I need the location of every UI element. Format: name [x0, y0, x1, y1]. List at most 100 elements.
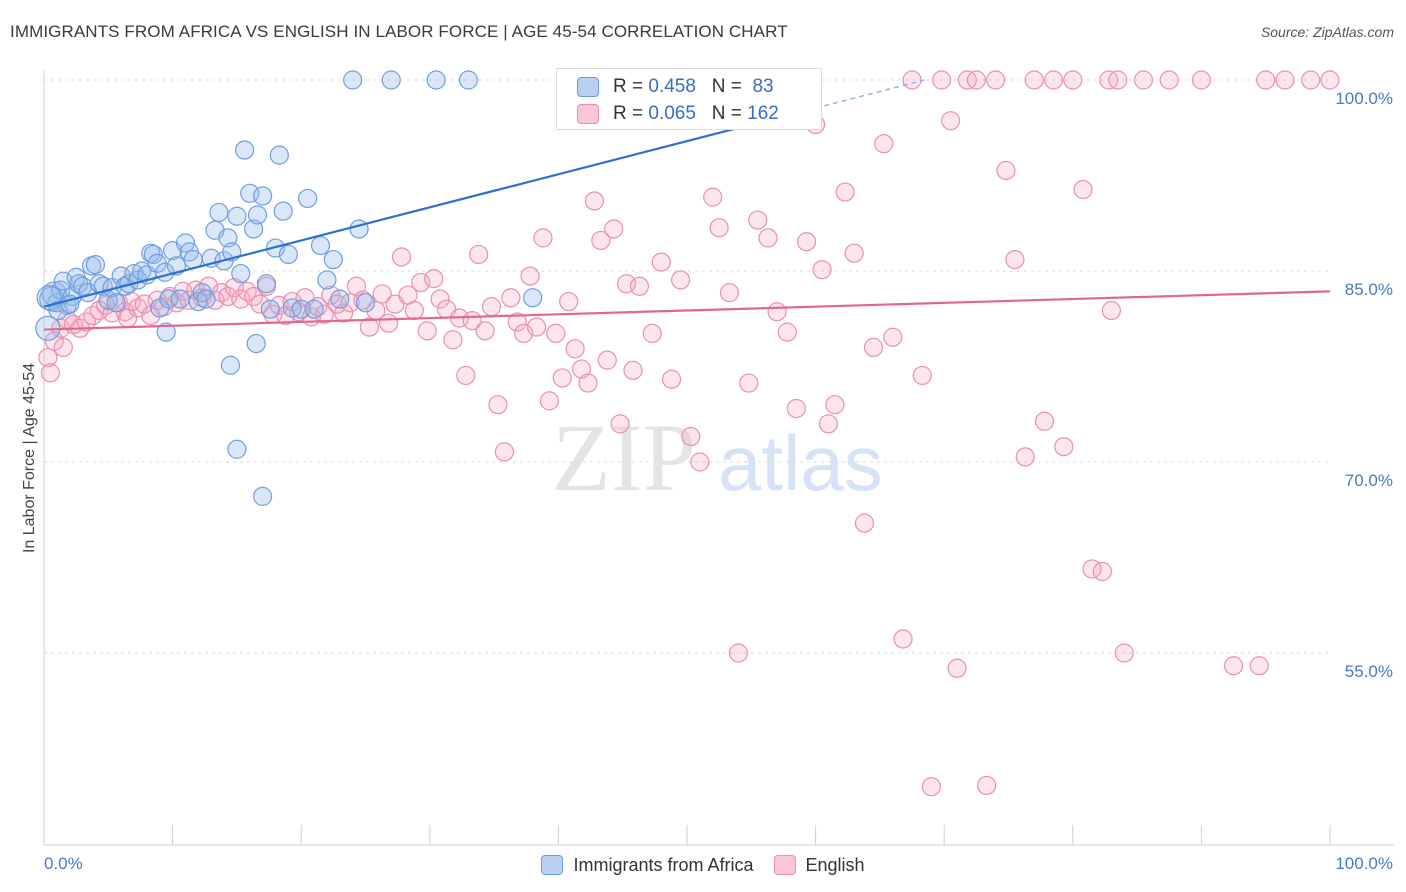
data-point — [391, 247, 412, 267]
data-point — [932, 70, 952, 90]
x-tick-label-min: 0.0% — [44, 854, 83, 873]
data-point — [170, 289, 190, 309]
data-point — [546, 323, 566, 343]
chart-title: IMMIGRANTS FROM AFRICA VS ENGLISH IN LAB… — [10, 22, 788, 41]
data-point — [966, 70, 986, 90]
data-point — [317, 270, 337, 290]
data-point — [597, 350, 617, 370]
data-point — [227, 439, 247, 459]
data-point — [1249, 656, 1269, 676]
data-point — [134, 294, 154, 314]
data-point — [156, 322, 176, 342]
y-tick-label: 55.0% — [1345, 662, 1393, 681]
r-label: R = — [613, 76, 644, 97]
data-point — [417, 321, 437, 341]
data-point — [98, 290, 118, 310]
y-tick-label: 85.0% — [1345, 280, 1393, 299]
data-point — [224, 277, 244, 298]
data-point — [739, 373, 759, 393]
data-point — [237, 281, 257, 301]
data-point — [381, 70, 401, 90]
data-point — [458, 70, 478, 90]
data-point — [767, 302, 787, 322]
data-point — [430, 289, 450, 309]
data-point — [53, 271, 73, 291]
data-point — [196, 289, 216, 309]
data-point — [494, 442, 514, 462]
data-point — [1054, 437, 1074, 457]
data-point — [812, 260, 832, 280]
data-point — [379, 313, 399, 333]
data-point — [132, 261, 152, 281]
legend-item-english[interactable]: English — [773, 855, 865, 876]
data-point — [346, 276, 367, 296]
data-point — [278, 244, 298, 265]
data-point — [424, 269, 444, 289]
data-point — [719, 283, 740, 303]
data-point — [786, 398, 806, 419]
data-point — [874, 134, 894, 154]
data-point — [629, 276, 650, 296]
data-point — [863, 337, 884, 357]
data-point — [1159, 70, 1179, 90]
trend-line-english — [43, 290, 1331, 331]
data-point — [250, 294, 270, 314]
legend-swatch-blue — [541, 855, 564, 875]
data-point — [681, 426, 701, 447]
data-point — [372, 284, 392, 304]
data-point — [578, 373, 598, 393]
legend-item-immigrants[interactable]: Immigrants from Africa — [541, 854, 754, 876]
n-value: 83 — [752, 76, 774, 97]
data-point — [253, 186, 273, 206]
data-point — [748, 210, 768, 230]
trend-line-immigrants — [43, 106, 816, 308]
data-point — [310, 235, 331, 256]
data-point — [411, 272, 431, 293]
data-point — [902, 70, 922, 90]
trend-lines — [43, 79, 1331, 331]
stats-row-immigrants: R = 0.458 N = 83 — [577, 75, 774, 99]
data-point — [584, 191, 605, 211]
data-point — [426, 70, 446, 90]
data-point — [844, 243, 864, 263]
data-point — [777, 322, 797, 342]
data-point — [1034, 411, 1055, 431]
n-label: N = — [711, 76, 742, 97]
data-point — [709, 218, 729, 238]
data-point — [825, 395, 845, 415]
data-point — [40, 363, 61, 383]
stats-box: R = 0.458 N = 83 R = 0.065 N = 162 — [556, 68, 822, 130]
data-point — [488, 395, 508, 415]
data-point — [941, 111, 961, 131]
data-point — [323, 249, 343, 270]
data-point — [246, 333, 266, 354]
data-point — [835, 182, 855, 202]
data-point — [501, 288, 521, 308]
data-point — [235, 140, 255, 160]
data-point — [912, 365, 932, 386]
data-point — [117, 308, 138, 328]
r-value: 0.065 — [648, 103, 696, 124]
data-point — [349, 219, 369, 239]
data-point — [209, 202, 229, 223]
data-point — [106, 293, 126, 313]
data-point — [552, 368, 572, 388]
data-point — [443, 330, 463, 350]
y-tick-label: 100.0% — [1335, 89, 1393, 108]
data-point — [670, 270, 691, 290]
legend-label: Immigrants from Africa — [573, 854, 754, 875]
data-point — [758, 228, 778, 248]
stats-swatch-blue — [577, 77, 599, 97]
data-point — [227, 206, 247, 226]
data-point — [559, 291, 579, 312]
data-point — [1024, 70, 1044, 90]
series-immigrants-from-africa — [35, 70, 543, 506]
data-point — [977, 775, 997, 796]
r-label: R = — [613, 103, 644, 124]
data-point — [642, 323, 662, 343]
data-point — [703, 187, 723, 207]
data-point — [220, 355, 241, 375]
data-point — [796, 232, 817, 252]
data-point — [1320, 70, 1340, 90]
